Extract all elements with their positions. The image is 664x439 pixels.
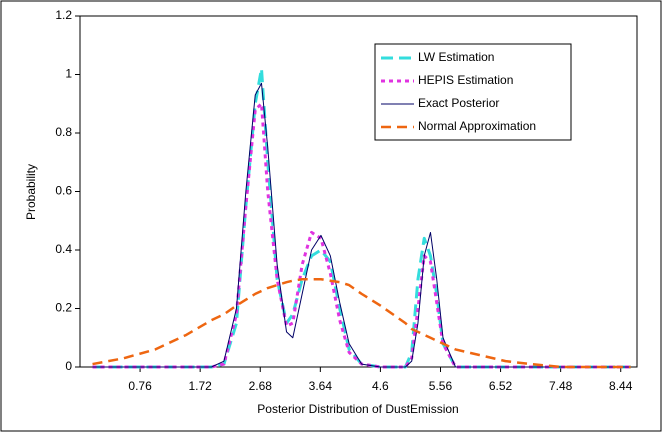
legend-label: LW Estimation xyxy=(418,50,494,64)
y-tick-label: 0.4 xyxy=(55,242,72,256)
legend-label: Exact Posterior xyxy=(418,96,499,110)
y-tick-label: 0.2 xyxy=(55,301,72,315)
x-axis-label: Posterior Distribution of DustEmission xyxy=(257,402,458,416)
x-tick-label: 3.64 xyxy=(309,379,333,393)
y-tick-label: 0 xyxy=(65,359,72,373)
series-line xyxy=(92,82,631,368)
x-tick-label: 8.44 xyxy=(609,379,633,393)
y-axis-label: Probability xyxy=(24,164,38,220)
legend-label: HEPIS Estimation xyxy=(418,73,513,87)
y-tick-label: 1.2 xyxy=(55,8,72,22)
x-tick-label: 0.76 xyxy=(128,379,152,393)
x-tick-label: 2.68 xyxy=(249,379,273,393)
x-tick-label: 7.48 xyxy=(549,379,573,393)
series-line xyxy=(92,278,631,369)
x-tick-label: 5.56 xyxy=(429,379,453,393)
y-tick-label: 0.6 xyxy=(55,184,72,198)
legend xyxy=(374,43,572,141)
x-tick-label: 4.6 xyxy=(372,379,389,393)
y-tick-label: 1 xyxy=(65,67,72,81)
y-tick-label: 0.8 xyxy=(55,125,72,139)
x-tick-label: 1.72 xyxy=(188,379,212,393)
legend-label: Normal Approximation xyxy=(418,119,536,133)
x-tick-label: 6.52 xyxy=(489,379,513,393)
